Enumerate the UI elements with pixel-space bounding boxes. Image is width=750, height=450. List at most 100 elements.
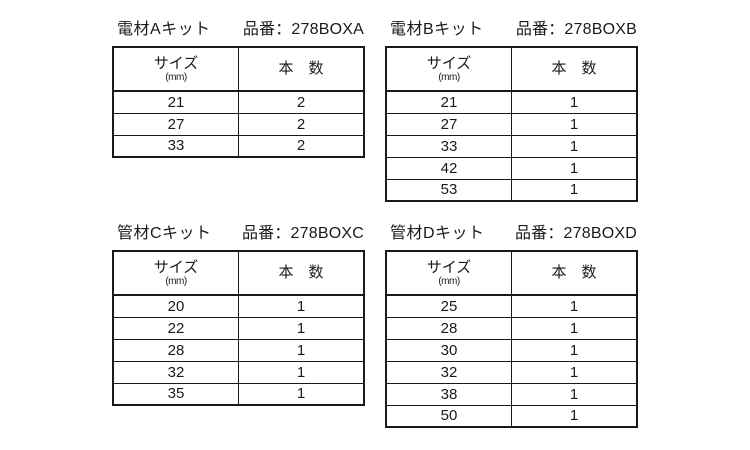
size-unit-label: (mm) — [438, 72, 460, 84]
table-row: 33 1 — [386, 134, 637, 157]
qty-cell: 1 — [238, 338, 364, 361]
table-row: 53 1 — [386, 178, 637, 201]
table-row: 20 1 — [113, 294, 364, 317]
table-row: 38 1 — [386, 382, 637, 405]
size-cell: 53 — [386, 178, 512, 201]
qty-label: 本 数 — [551, 264, 597, 282]
size-unit-label: (mm) — [165, 276, 187, 288]
qty-cell: 1 — [511, 382, 637, 405]
table-row: 42 1 — [386, 156, 637, 179]
size-label: サイズ — [426, 54, 472, 72]
kit-title: 管材Dキット — [390, 225, 485, 242]
qty-cell: 1 — [238, 294, 364, 317]
table-row: 35 1 — [113, 382, 364, 405]
table-row: 22 1 — [113, 316, 364, 339]
table-row: 50 1 — [386, 404, 637, 427]
kit-part-number: 品番：278BOXA — [242, 21, 364, 38]
qty-header-cell: 本 数 — [511, 47, 637, 92]
size-header-cell: サイズ (mm) — [113, 251, 239, 296]
qty-cell: 1 — [511, 404, 637, 427]
qty-cell: 2 — [238, 134, 364, 157]
table-row: 32 1 — [386, 360, 637, 383]
qty-header-cell: 本 数 — [238, 47, 364, 92]
qty-cell: 1 — [511, 112, 637, 135]
size-cell: 22 — [113, 316, 239, 339]
qty-cell: 2 — [238, 90, 364, 113]
table-header-row: サイズ (mm) 本 数 — [386, 47, 637, 92]
table-header-row: サイズ (mm) 本 数 — [113, 47, 364, 92]
qty-cell: 1 — [511, 156, 637, 179]
table-row: 27 1 — [386, 112, 637, 135]
size-cell: 27 — [386, 112, 512, 135]
qty-label: 本 数 — [278, 60, 324, 78]
qty-cell: 1 — [511, 178, 637, 201]
size-cell: 28 — [386, 316, 512, 339]
kit-block-d: 管材Dキット 品番：278BOXD サイズ (mm) 本 数 25 1 — [385, 224, 638, 428]
table-header-row: サイズ (mm) 本 数 — [386, 251, 637, 296]
table-row: 28 1 — [113, 338, 364, 361]
qty-cell: 1 — [511, 338, 637, 361]
size-cell: 30 — [386, 338, 512, 361]
size-cell: 50 — [386, 404, 512, 427]
qty-cell: 2 — [238, 112, 364, 135]
size-qty-table: サイズ (mm) 本 数 20 1 22 1 28 1 — [112, 250, 365, 406]
qty-cell: 1 — [511, 360, 637, 383]
table-row: 30 1 — [386, 338, 637, 361]
size-cell: 20 — [113, 294, 239, 317]
qty-cell: 1 — [238, 360, 364, 383]
kit-header: 管材Dキット 品番：278BOXD — [385, 224, 638, 250]
qty-label: 本 数 — [551, 60, 597, 78]
qty-cell: 1 — [511, 134, 637, 157]
size-cell: 25 — [386, 294, 512, 317]
size-header-cell: サイズ (mm) — [386, 47, 512, 92]
qty-cell: 1 — [511, 316, 637, 339]
size-cell: 42 — [386, 156, 512, 179]
size-cell: 33 — [113, 134, 239, 157]
size-cell: 38 — [386, 382, 512, 405]
size-header-cell: サイズ (mm) — [386, 251, 512, 296]
qty-cell: 1 — [511, 90, 637, 113]
size-qty-table: サイズ (mm) 本 数 21 1 27 1 33 1 — [385, 46, 638, 202]
table-row: 21 1 — [386, 90, 637, 113]
table-header-row: サイズ (mm) 本 数 — [113, 251, 364, 296]
qty-cell: 1 — [238, 382, 364, 405]
kit-title: 管材Cキット — [117, 225, 212, 242]
size-cell: 27 — [113, 112, 239, 135]
size-cell: 21 — [386, 90, 512, 113]
size-unit-label: (mm) — [165, 72, 187, 84]
size-label: サイズ — [426, 258, 472, 276]
qty-label: 本 数 — [278, 264, 324, 282]
qty-header-cell: 本 数 — [511, 251, 637, 296]
kit-header: 電材Aキット 品番：278BOXA — [112, 20, 365, 46]
size-label: サイズ — [153, 258, 199, 276]
qty-cell: 1 — [238, 316, 364, 339]
size-header-cell: サイズ (mm) — [113, 47, 239, 92]
qty-header-cell: 本 数 — [238, 251, 364, 296]
size-cell: 32 — [386, 360, 512, 383]
kit-title: 電材Aキット — [117, 21, 211, 38]
kit-block-c: 管材Cキット 品番：278BOXC サイズ (mm) 本 数 20 1 — [112, 224, 365, 406]
size-qty-table: サイズ (mm) 本 数 25 1 28 1 30 1 — [385, 250, 638, 428]
size-cell: 21 — [113, 90, 239, 113]
kit-header: 管材Cキット 品番：278BOXC — [112, 224, 365, 250]
kit-part-number: 品番：278BOXB — [515, 21, 637, 38]
qty-cell: 1 — [511, 294, 637, 317]
size-cell: 32 — [113, 360, 239, 383]
kit-title: 電材Bキット — [390, 21, 484, 38]
size-cell: 35 — [113, 382, 239, 405]
table-row: 21 2 — [113, 90, 364, 113]
table-row: 28 1 — [386, 316, 637, 339]
table-row: 32 1 — [113, 360, 364, 383]
kit-block-b: 電材Bキット 品番：278BOXB サイズ (mm) 本 数 21 1 — [385, 20, 638, 202]
table-row: 27 2 — [113, 112, 364, 135]
table-row: 33 2 — [113, 134, 364, 157]
table-row: 25 1 — [386, 294, 637, 317]
size-label: サイズ — [153, 54, 199, 72]
size-qty-table: サイズ (mm) 本 数 21 2 27 2 33 2 — [112, 46, 365, 158]
size-unit-label: (mm) — [438, 276, 460, 288]
size-cell: 33 — [386, 134, 512, 157]
size-cell: 28 — [113, 338, 239, 361]
kit-header: 電材Bキット 品番：278BOXB — [385, 20, 638, 46]
kit-part-number: 品番：278BOXD — [514, 225, 637, 242]
